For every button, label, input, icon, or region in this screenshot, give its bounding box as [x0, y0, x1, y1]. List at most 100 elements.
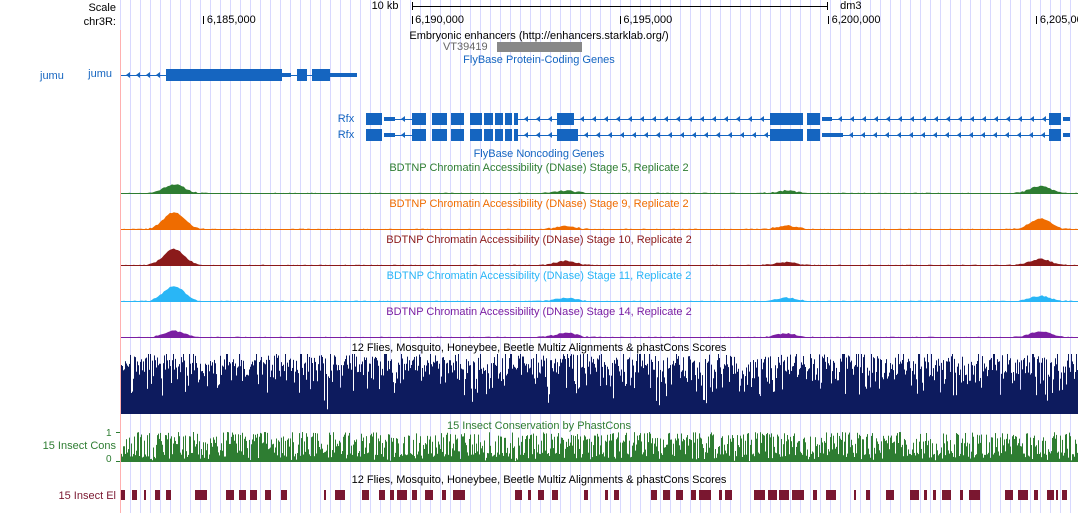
arrowhead-icon: [958, 116, 962, 122]
gene-rfx-isoform[interactable]: [120, 128, 1078, 142]
exon: [432, 129, 447, 141]
element: [826, 490, 836, 500]
element: [324, 490, 327, 500]
tick: [1036, 16, 1037, 24]
arrowhead-icon: [704, 132, 708, 138]
arrowhead-icon: [616, 116, 620, 122]
arrowhead-icon: [548, 132, 552, 138]
arrowhead-icon: [580, 116, 584, 122]
multiz-title: 12 Flies, Mosquito, Honeybee, Beetle Mul…: [0, 342, 1078, 354]
arrowhead-icon: [688, 116, 692, 122]
arrowhead-icon: [752, 132, 756, 138]
exon: [807, 129, 819, 141]
baseline: [120, 301, 1078, 302]
exon: [557, 129, 578, 141]
arrowhead-icon: [716, 132, 720, 138]
exon: [514, 129, 518, 141]
arrowhead-icon: [632, 132, 636, 138]
arrowhead-icon: [692, 132, 696, 138]
conserved-elements[interactable]: [120, 490, 1078, 500]
arrowhead-icon: [676, 116, 680, 122]
exon: [282, 73, 290, 77]
exon: [770, 129, 803, 141]
arrowhead-icon: [736, 116, 740, 122]
element: [1062, 490, 1067, 500]
element: [1047, 490, 1054, 500]
exon: [505, 113, 511, 125]
arrowhead-icon: [628, 116, 632, 122]
element: [942, 490, 951, 500]
dnase-stage5-title: BDTNP Chromatin Accessibility (DNase) St…: [0, 162, 1078, 174]
phastcons-15insect[interactable]: [120, 432, 1078, 462]
exon: [1049, 113, 1061, 125]
exon: [505, 129, 511, 141]
arrowhead-icon: [760, 116, 764, 122]
exon: [1063, 117, 1069, 121]
arrowhead-icon: [957, 132, 961, 138]
dnase-stage9[interactable]: [120, 212, 1078, 230]
element: [412, 490, 416, 500]
exon: [484, 129, 492, 141]
tick-label: 6,185,000: [207, 14, 256, 26]
element: [155, 490, 160, 500]
dnase-stage11[interactable]: [120, 284, 1078, 302]
exon: [384, 133, 394, 137]
dnase-stage5[interactable]: [120, 176, 1078, 194]
arrowhead-icon: [886, 116, 890, 122]
gene-jumu[interactable]: [120, 68, 1078, 82]
baseline: [120, 265, 1078, 266]
dnase-stage10[interactable]: [120, 248, 1078, 266]
element: [584, 490, 589, 500]
gene-label: Rfx: [338, 129, 355, 141]
tick: [412, 16, 413, 24]
element: [195, 490, 206, 500]
element: [651, 490, 657, 500]
arrowhead-icon: [640, 116, 644, 122]
exon: [1063, 133, 1069, 137]
element: [910, 490, 919, 500]
element: [515, 490, 522, 500]
arrowhead-icon: [897, 132, 901, 138]
multiz-phastcons[interactable]: [120, 354, 1078, 414]
exon: [822, 133, 843, 137]
arrowhead-icon: [136, 72, 140, 78]
element: [132, 490, 137, 500]
arrowhead-icon: [724, 116, 728, 122]
tick: [203, 16, 204, 24]
exon: [470, 113, 482, 125]
enhancer-track[interactable]: VT39419: [120, 42, 1078, 54]
dnase-stage14[interactable]: [120, 320, 1078, 338]
dnase-stage10-title: BDTNP Chromatin Accessibility (DNase) St…: [0, 234, 1078, 246]
exon: [495, 113, 503, 125]
scale-label: Scale: [0, 2, 120, 14]
cons15-scale-0: 0: [106, 454, 112, 465]
exon: [330, 73, 357, 77]
assembly-label: dm3: [840, 0, 861, 12]
arrowhead-icon: [873, 132, 877, 138]
element: [960, 490, 963, 500]
element: [144, 490, 146, 500]
arrowhead-icon: [146, 72, 150, 78]
arrowhead-icon: [838, 116, 842, 122]
scale-text: 10 kb: [372, 0, 399, 12]
arrowhead-icon: [740, 132, 744, 138]
arrowhead-icon: [910, 116, 914, 122]
arrowhead-icon: [898, 116, 902, 122]
element: [425, 490, 432, 500]
exon: [514, 113, 518, 125]
arrowhead-icon: [933, 132, 937, 138]
element: [166, 490, 171, 500]
arrowhead-icon: [921, 132, 925, 138]
element: [779, 490, 789, 500]
element: [390, 490, 394, 500]
arrowhead-icon: [584, 132, 588, 138]
enhancer-region[interactable]: [497, 42, 582, 52]
jumu-label: jumu: [40, 70, 64, 82]
elements-label: 15 Insect El: [0, 490, 120, 502]
exon: [412, 113, 427, 125]
cons15-title: 15 Insect Conservation by PhastCons: [0, 420, 1078, 432]
element: [362, 490, 369, 500]
element: [1034, 490, 1038, 500]
gene-rfx-isoform[interactable]: [120, 112, 1078, 126]
element: [969, 490, 980, 500]
